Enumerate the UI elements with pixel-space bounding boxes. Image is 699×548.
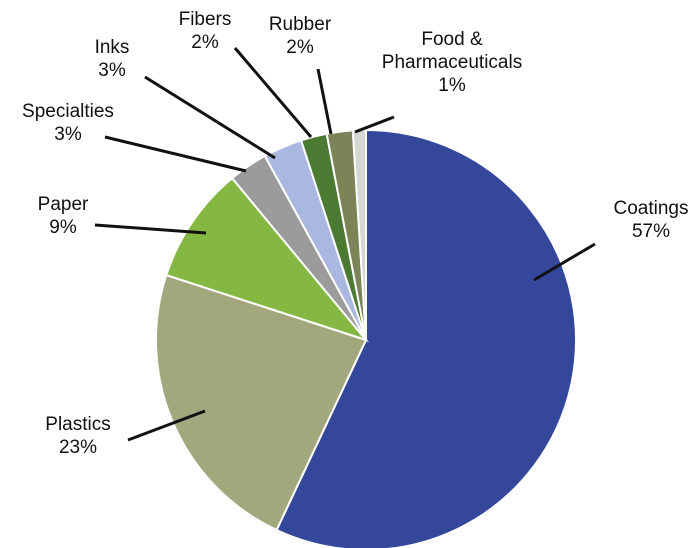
slice-label-food-pharmaceuticals-line-1: Food & xyxy=(421,29,483,50)
slice-value-paper: 9% xyxy=(49,217,77,238)
slice-label-plastics: Plastics xyxy=(45,414,110,435)
slice-label-food-pharmaceuticals-line-2: Pharmaceuticals xyxy=(382,52,522,73)
leader-line-specialties xyxy=(104,135,247,173)
slice-label-paper: Paper xyxy=(38,194,89,215)
leader-line-fibers xyxy=(233,47,313,138)
slice-value-rubber: 2% xyxy=(286,37,314,58)
slice-value-fibers: 2% xyxy=(191,32,219,53)
slice-value-plastics: 23% xyxy=(59,437,97,458)
slice-value-specialties: 3% xyxy=(54,124,82,145)
slice-value-food-pharmaceuticals: 1% xyxy=(438,75,466,96)
pie-slice-coatings xyxy=(275,128,577,548)
leader-line-plastics xyxy=(127,409,206,442)
leader-line-coatings xyxy=(533,242,596,282)
slice-label-inks: Inks xyxy=(95,37,130,58)
slice-label-specialties: Specialties xyxy=(22,101,114,122)
slice-label-rubber: Rubber xyxy=(269,14,332,35)
slice-value-coatings: 57% xyxy=(632,221,670,242)
slice-value-inks: 3% xyxy=(98,60,126,81)
leader-line-paper xyxy=(94,223,207,235)
slice-label-fibers: Fibers xyxy=(179,9,232,30)
slice-label-coatings: Coatings xyxy=(614,198,689,219)
pie-slice-paper xyxy=(165,176,369,343)
leader-line-food-pharmaceuticals xyxy=(354,115,395,134)
leader-line-inks xyxy=(144,75,276,160)
leader-line-rubber xyxy=(316,68,333,135)
